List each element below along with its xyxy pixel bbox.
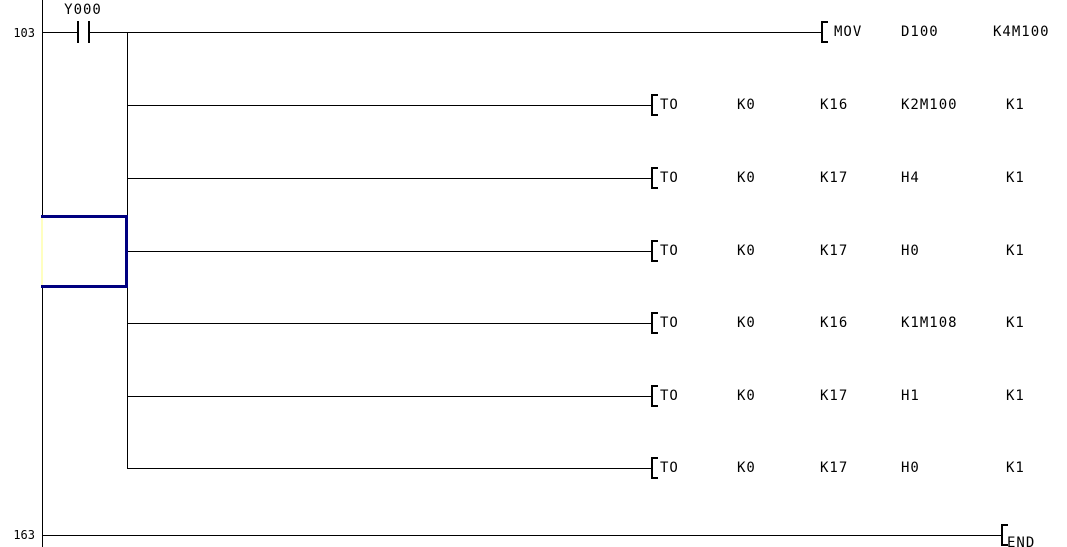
rung-line	[90, 32, 821, 33]
instruction-operand: K1	[1006, 315, 1025, 331]
contact-bar-icon	[88, 21, 90, 43]
instruction-operand: K17	[820, 170, 849, 186]
instruction-bracket-icon	[651, 457, 658, 479]
instruction-to[interactable]: TO K0 K17 H0 K1	[651, 457, 1067, 481]
rung-line	[43, 535, 1001, 536]
instruction-to[interactable]: TO K0 K17 H0 K1	[651, 240, 1067, 264]
instruction-opcode: END	[1007, 535, 1036, 547]
instruction-bracket-icon	[651, 240, 658, 262]
instruction-operand: K2M100	[901, 97, 958, 113]
instruction-operand: K1	[1006, 388, 1025, 404]
instruction-operand: H4	[901, 170, 920, 186]
instruction-bracket-icon	[651, 167, 658, 189]
instruction-opcode: TO	[660, 315, 679, 331]
instruction-operand: K1	[1006, 170, 1025, 186]
instruction-operand: K0	[737, 97, 756, 113]
instruction-operand: K17	[820, 243, 849, 259]
instruction-operand: D100	[901, 24, 939, 40]
instruction-opcode: TO	[660, 460, 679, 476]
instruction-to[interactable]: TO K0 K16 K1M108 K1	[651, 312, 1067, 336]
rung-step-number: 163	[13, 528, 35, 542]
instruction-opcode: TO	[660, 388, 679, 404]
instruction-operand: K0	[737, 388, 756, 404]
instruction-to[interactable]: TO K0 K17 H4 K1	[651, 167, 1067, 191]
instruction-mov[interactable]: MOV D100 K4M100	[821, 21, 1067, 45]
rung-line	[128, 468, 651, 469]
rung-line	[128, 323, 651, 324]
rung-line	[128, 251, 651, 252]
instruction-bracket-icon	[821, 21, 828, 43]
instruction-bracket-icon	[651, 94, 658, 116]
instruction-bracket-icon	[651, 312, 658, 334]
instruction-to[interactable]: TO K0 K16 K2M100 K1	[651, 94, 1067, 118]
rung-line	[43, 32, 77, 33]
instruction-opcode: MOV	[834, 24, 863, 40]
selected-rail-highlight	[41, 218, 43, 285]
instruction-operand: K4M100	[993, 24, 1050, 40]
instruction-operand: H1	[901, 388, 920, 404]
instruction-operand: K17	[820, 388, 849, 404]
no-contact-symbol[interactable]	[74, 18, 93, 46]
rung-step-number: 103	[13, 26, 35, 40]
instruction-operand: K0	[737, 460, 756, 476]
instruction-bracket-icon	[1001, 524, 1008, 546]
instruction-operand: K17	[820, 460, 849, 476]
instruction-end[interactable]: END	[1001, 524, 1067, 547]
instruction-operand: K0	[737, 243, 756, 259]
instruction-operand: K0	[737, 170, 756, 186]
rung-line	[128, 178, 651, 179]
instruction-opcode: TO	[660, 97, 679, 113]
instruction-operand: K1M108	[901, 315, 958, 331]
selection-cursor[interactable]	[41, 215, 128, 288]
contact-bar-icon	[77, 21, 79, 43]
rung-line	[128, 396, 651, 397]
instruction-operand: K1	[1006, 460, 1025, 476]
instruction-bracket-icon	[651, 385, 658, 407]
instruction-to[interactable]: TO K0 K17 H1 K1	[651, 385, 1067, 409]
instruction-operand: H0	[901, 243, 920, 259]
instruction-opcode: TO	[660, 243, 679, 259]
instruction-opcode: TO	[660, 170, 679, 186]
instruction-operand: H0	[901, 460, 920, 476]
contact-label: Y000	[64, 2, 102, 18]
instruction-operand: K1	[1006, 97, 1025, 113]
instruction-operand: K16	[820, 97, 849, 113]
instruction-operand: K1	[1006, 243, 1025, 259]
rung-line	[128, 105, 651, 106]
instruction-operand: K0	[737, 315, 756, 331]
instruction-operand: K16	[820, 315, 849, 331]
